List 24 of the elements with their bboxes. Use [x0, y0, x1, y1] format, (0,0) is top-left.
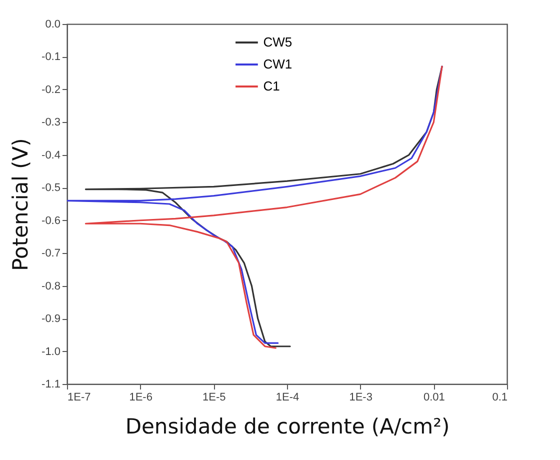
y-tick-label: -0.8 — [42, 280, 60, 292]
y-tick-label: -0.4 — [42, 149, 60, 162]
x-tick-label: 0.01 — [423, 392, 445, 404]
y-tick-label: -0.3 — [42, 116, 60, 129]
x-tick-label: 1E-6 — [129, 392, 152, 404]
y-tick-label: -0.2 — [42, 84, 60, 96]
x-tick-label: 1E-7 — [68, 392, 91, 404]
y-axis-title: Potencial (V) — [8, 138, 33, 271]
legend-label: CW5 — [263, 34, 292, 50]
y-tick-label: -1.1 — [42, 378, 60, 390]
x-axis-title: Densidade de corrente (A/cm²) — [125, 414, 450, 438]
x-tick-label: 1E-5 — [202, 392, 226, 404]
y-tick-label: -0.9 — [42, 313, 60, 326]
legend-label: C1 — [263, 78, 280, 94]
x-tick-label: 1E-4 — [276, 392, 300, 404]
y-tick-label: -0.1 — [42, 51, 60, 64]
x-tick-label: 0.1 — [492, 392, 508, 404]
y-tick-label: -0.5 — [42, 182, 60, 194]
legend-label: CW1 — [263, 56, 292, 72]
y-tick-label: -0.6 — [42, 214, 60, 227]
x-tick-label: 1E-3 — [349, 392, 372, 404]
y-tick-label: 0.0 — [45, 18, 60, 30]
y-tick-label: -1.0 — [42, 346, 60, 358]
y-tick-label: -0.7 — [42, 248, 60, 260]
